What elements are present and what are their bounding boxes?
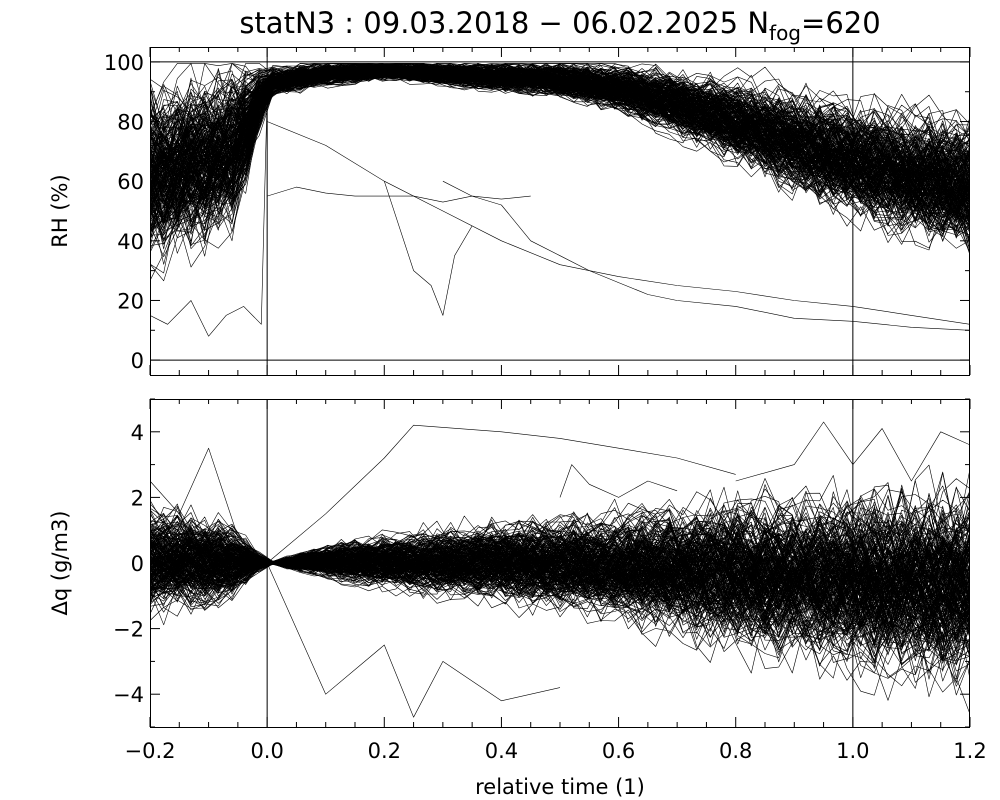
rh-trace	[150, 64, 970, 183]
rh-trace	[150, 69, 970, 202]
dq-trace	[150, 526, 970, 609]
dq-trace	[150, 563, 970, 662]
rh-trace	[150, 64, 970, 175]
rh-traces	[150, 63, 970, 337]
panel-rh: 0 20 40 60 80 100 RH (%)	[48, 47, 971, 376]
rh-y-tick-label: 60	[117, 170, 144, 194]
dq-x-tick-label: 0.4	[485, 739, 518, 763]
rh-trace	[150, 65, 970, 184]
dq-y-axis-label: Δq (g/m3)	[48, 511, 72, 616]
rh-trace	[150, 71, 970, 241]
rh-trace	[150, 63, 970, 168]
chart-title: statN3 : 09.03.2018 − 06.02.2025 Nfog=62…	[239, 6, 880, 45]
rh-outlier-trace	[150, 97, 268, 337]
dq-outlier-trace	[150, 447, 268, 564]
rh-outlier-trace	[384, 181, 473, 316]
rh-outlier-trace	[442, 180, 970, 331]
dq-trace	[150, 497, 970, 571]
dq-y-tick-label: 0	[131, 552, 144, 576]
x-axis-label: relative time (1)	[475, 775, 645, 799]
dq-y-tick-label: −4	[113, 683, 144, 707]
dq-trace	[150, 563, 970, 674]
dq-x-tick-label: −0.2	[125, 739, 176, 763]
dq-traces	[150, 421, 970, 718]
rh-trace	[150, 65, 970, 184]
rh-y-tick-label: 0	[131, 349, 144, 373]
dq-trace	[150, 524, 970, 601]
dq-x-tick-label: 0.6	[602, 739, 635, 763]
rh-y-axis-label: RH (%)	[48, 174, 72, 247]
dq-trace	[150, 549, 970, 636]
dq-outlier-trace	[266, 562, 561, 718]
rh-outlier-trace	[267, 186, 531, 203]
dq-ticks: −4 −2 0 2 4 −0.2 0.0 0.2 0.4 0.6 0.8 1.0 1.2	[113, 398, 987, 763]
rh-y-tick-label: 80	[117, 111, 144, 135]
rh-trace	[150, 64, 970, 176]
title-subscript: fog	[769, 21, 801, 45]
rh-reference-lines	[150, 47, 970, 375]
title-prefix: statN3 : 09.03.2018 − 06.02.2025 N	[239, 6, 769, 40]
dq-trace	[150, 513, 970, 593]
dq-x-tick-label: 0.0	[250, 739, 283, 763]
rh-trace	[150, 70, 970, 232]
dq-trace	[150, 493, 970, 567]
dq-y-tick-label: 4	[131, 421, 144, 445]
dq-trace	[150, 504, 970, 575]
rh-trace	[150, 65, 970, 196]
dq-trace	[150, 537, 970, 612]
dq-x-tick-label: 0.8	[719, 739, 752, 763]
rh-y-tick-label: 40	[117, 230, 144, 254]
dq-y-tick-label: 2	[131, 486, 144, 510]
rh-trace	[150, 70, 970, 231]
dq-outlier-trace	[735, 421, 970, 482]
rh-trace	[150, 69, 970, 219]
rh-trace	[150, 68, 970, 194]
rh-trace	[150, 70, 970, 233]
dq-trace	[150, 563, 970, 674]
dq-x-tick-label: 1.0	[836, 739, 869, 763]
rh-ticks: 0 20 40 60 80 100	[104, 47, 971, 375]
rh-trace	[150, 72, 970, 245]
dq-y-tick-label: −2	[113, 618, 144, 642]
dq-trace	[150, 487, 970, 563]
rh-y-tick-label: 100	[104, 51, 144, 75]
dq-trace	[150, 542, 970, 620]
dq-trace	[150, 529, 970, 594]
dq-trace	[150, 485, 970, 562]
rh-trace	[150, 63, 970, 161]
dq-x-tick-label: 1.2	[953, 739, 986, 763]
rh-y-tick-label: 20	[117, 289, 144, 313]
dq-trace	[150, 563, 970, 687]
dq-x-tick-label: 0.2	[368, 739, 401, 763]
dq-outlier-trace	[559, 464, 678, 498]
title-suffix: =620	[801, 6, 881, 40]
dq-outlier-trace	[266, 424, 736, 564]
rh-trace	[150, 63, 970, 160]
panel-dq: −4 −2 0 2 4 −0.2 0.0 0.2 0.4 0.6 0.8 1.0 1.2 Δq (g/m…	[48, 398, 987, 799]
dq-reference-lines	[266, 399, 854, 727]
rh-trace	[150, 63, 970, 189]
dq-trace	[150, 563, 970, 696]
dq-trace	[150, 563, 970, 675]
rh-trace	[150, 69, 970, 231]
